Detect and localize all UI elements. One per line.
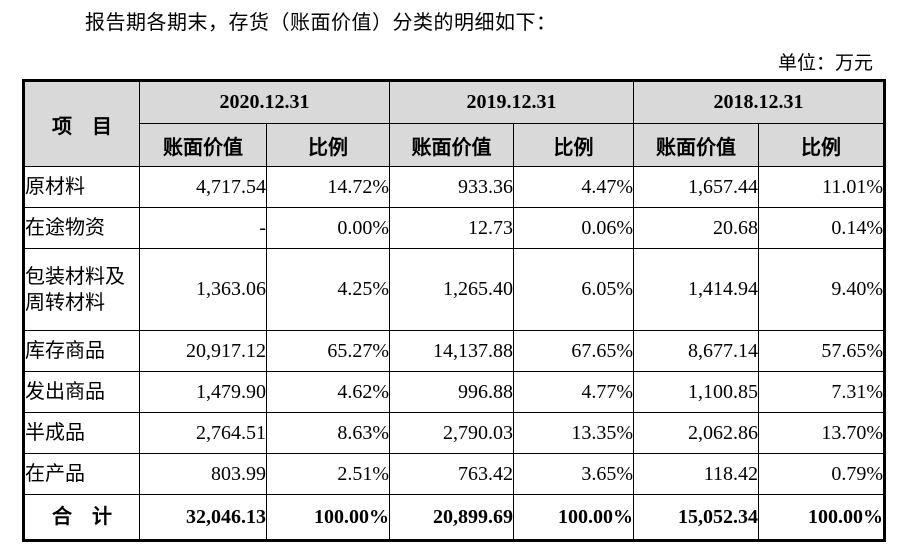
cell-ratio: 13.70% xyxy=(758,412,885,454)
cell-ratio: 0.79% xyxy=(758,453,885,495)
column-header-ratio-2018: 比例 xyxy=(758,123,885,167)
cell-value: 1,657.44 xyxy=(633,166,759,208)
cell-ratio: 7.31% xyxy=(758,371,885,413)
table-row-total: 合 计 32,046.13 100.00% 20,899.69 100.00% … xyxy=(23,494,885,541)
table-row-work-in-progress: 在产品 803.99 2.51% 763.42 3.65% 118.42 0.7… xyxy=(23,453,885,495)
total-value: 32,046.13 xyxy=(139,494,267,541)
cell-ratio: 0.14% xyxy=(758,207,885,249)
cell-value: 933.36 xyxy=(389,166,514,208)
cell-ratio: 4.25% xyxy=(266,248,390,331)
cell-value: 4,717.54 xyxy=(139,166,267,208)
row-label: 原材料 xyxy=(23,166,140,208)
column-header-book-value-2020: 账面价值 xyxy=(139,123,267,167)
cell-value: - xyxy=(139,207,267,249)
cell-value: 763.42 xyxy=(389,453,514,495)
unit-label: 单位：万元 xyxy=(777,53,873,74)
table-row-goods-in-transit: 在途物资 - 0.00% 12.73 0.06% 20.68 0.14% xyxy=(23,207,885,249)
cell-ratio: 4.77% xyxy=(513,371,634,413)
table-row-raw-materials: 原材料 4,717.54 14.72% 933.36 4.47% 1,657.4… xyxy=(23,166,885,208)
cell-value: 2,764.51 xyxy=(139,412,267,454)
cell-ratio: 4.47% xyxy=(513,166,634,208)
cell-ratio: 14.72% xyxy=(266,166,390,208)
cell-ratio: 0.00% xyxy=(266,207,390,249)
row-label: 包装材料及周转材料 xyxy=(23,248,140,331)
cell-value: 1,100.85 xyxy=(633,371,759,413)
table-row-finished-goods: 库存商品 20,917.12 65.27% 14,137.88 67.65% 8… xyxy=(23,330,885,372)
cell-value: 2,790.03 xyxy=(389,412,514,454)
cell-value: 20.68 xyxy=(633,207,759,249)
cell-value: 8,677.14 xyxy=(633,330,759,372)
total-value: 20,899.69 xyxy=(389,494,514,541)
row-label: 发出商品 xyxy=(23,371,140,413)
cell-ratio: 57.65% xyxy=(758,330,885,372)
cell-ratio: 11.01% xyxy=(758,166,885,208)
document-page: 报告期各期末，存货（账面价值）分类的明细如下： 单位：万元 项 目 2020.1… xyxy=(0,10,899,542)
column-header-book-value-2018: 账面价值 xyxy=(633,123,759,167)
total-label: 合 计 xyxy=(23,494,140,541)
total-ratio: 100.00% xyxy=(513,494,634,541)
row-label: 库存商品 xyxy=(23,330,140,372)
column-header-period-2019: 2019.12.31 xyxy=(389,80,634,124)
cell-value: 996.88 xyxy=(389,371,514,413)
table-row-packaging-materials: 包装材料及周转材料 1,363.06 4.25% 1,265.40 6.05% … xyxy=(23,248,885,331)
intro-text: 报告期各期末，存货（账面价值）分类的明细如下： xyxy=(85,12,557,34)
column-header-period-2020: 2020.12.31 xyxy=(139,80,390,124)
cell-ratio: 13.35% xyxy=(513,412,634,454)
column-header-period-2018: 2018.12.31 xyxy=(633,80,885,124)
total-value: 15,052.34 xyxy=(633,494,759,541)
cell-ratio: 3.65% xyxy=(513,453,634,495)
cell-ratio: 67.65% xyxy=(513,330,634,372)
cell-ratio: 4.62% xyxy=(266,371,390,413)
cell-value: 12.73 xyxy=(389,207,514,249)
header-row-periods: 项 目 2020.12.31 2019.12.31 2018.12.31 xyxy=(23,80,885,167)
cell-value: 1,414.94 xyxy=(633,248,759,331)
cell-ratio: 0.06% xyxy=(513,207,634,249)
cell-value: 118.42 xyxy=(633,453,759,495)
row-label: 在产品 xyxy=(23,453,140,495)
column-header-item: 项 目 xyxy=(23,80,140,167)
cell-value: 2,062.86 xyxy=(633,412,759,454)
cell-value: 20,917.12 xyxy=(139,330,267,372)
cell-ratio: 6.05% xyxy=(513,248,634,331)
row-label: 半成品 xyxy=(23,412,140,454)
cell-ratio: 65.27% xyxy=(266,330,390,372)
table-row-goods-shipped: 发出商品 1,479.90 4.62% 996.88 4.77% 1,100.8… xyxy=(23,371,885,413)
total-ratio: 100.00% xyxy=(758,494,885,541)
cell-value: 1,265.40 xyxy=(389,248,514,331)
cell-value: 803.99 xyxy=(139,453,267,495)
inventory-breakdown-table: 项 目 2020.12.31 2019.12.31 2018.12.31 账面价… xyxy=(22,79,886,542)
column-header-ratio-2019: 比例 xyxy=(513,123,634,167)
cell-value: 14,137.88 xyxy=(389,330,514,372)
cell-ratio: 9.40% xyxy=(758,248,885,331)
cell-ratio: 8.63% xyxy=(266,412,390,454)
cell-ratio: 2.51% xyxy=(266,453,390,495)
header-row-measures: 账面价值 比例 账面价值 比例 账面价值 比例 xyxy=(24,123,885,167)
cell-value: 1,479.90 xyxy=(139,371,267,413)
column-header-ratio-2020: 比例 xyxy=(266,123,390,167)
cell-value: 1,363.06 xyxy=(139,248,267,331)
column-header-book-value-2019: 账面价值 xyxy=(389,123,514,167)
table-row-semi-finished: 半成品 2,764.51 8.63% 2,790.03 13.35% 2,062… xyxy=(23,412,885,454)
total-ratio: 100.00% xyxy=(266,494,390,541)
row-label: 在途物资 xyxy=(23,207,140,249)
